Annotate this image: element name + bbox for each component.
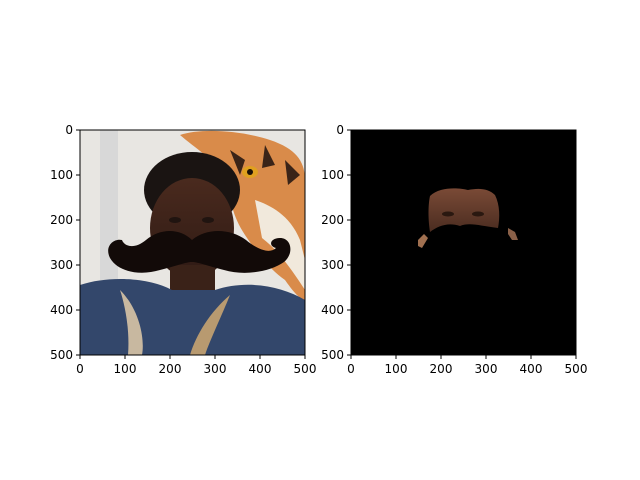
image-panel-right xyxy=(351,130,576,355)
masked-ear-left xyxy=(418,234,428,248)
y-tick-label: 400 xyxy=(321,303,344,317)
image-panel-left xyxy=(80,130,305,355)
y-tick-label: 0 xyxy=(65,123,73,137)
y-tick-label: 300 xyxy=(321,258,344,272)
axes-frame-right xyxy=(350,129,577,356)
jacket xyxy=(80,278,305,355)
y-tick-label: 0 xyxy=(336,123,344,137)
x-tick-label: 300 xyxy=(475,362,498,376)
x-tick-label: 0 xyxy=(347,362,355,376)
scarf-right xyxy=(190,295,230,355)
y-tick-label: 100 xyxy=(321,168,344,182)
x-tick-label: 200 xyxy=(430,362,453,376)
y-tick-label: 300 xyxy=(50,258,73,272)
x-tick-label: 300 xyxy=(204,362,227,376)
x-tick-label: 100 xyxy=(385,362,408,376)
x-tick-label: 500 xyxy=(294,362,317,376)
masked-ear-right xyxy=(508,228,518,240)
x-tick-label: 0 xyxy=(76,362,84,376)
y-tick-label: 500 xyxy=(321,348,344,362)
y-tick-label: 200 xyxy=(50,213,73,227)
tiger-stripes xyxy=(230,145,300,185)
y-tick-label: 100 xyxy=(50,168,73,182)
mask-background xyxy=(351,130,576,355)
x-tick-label: 500 xyxy=(565,362,588,376)
x-tick-label: 400 xyxy=(249,362,272,376)
x-tick-label: 100 xyxy=(114,362,137,376)
x-tick-label: 400 xyxy=(520,362,543,376)
axes-frame-left xyxy=(79,129,306,356)
y-tick-label: 500 xyxy=(50,348,73,362)
y-tick-label: 200 xyxy=(321,213,344,227)
x-tick-label: 200 xyxy=(159,362,182,376)
mustache-overlay xyxy=(108,231,291,273)
masked-face-region xyxy=(428,188,500,232)
scarf-left xyxy=(120,290,143,355)
y-tick-label: 400 xyxy=(50,303,73,317)
